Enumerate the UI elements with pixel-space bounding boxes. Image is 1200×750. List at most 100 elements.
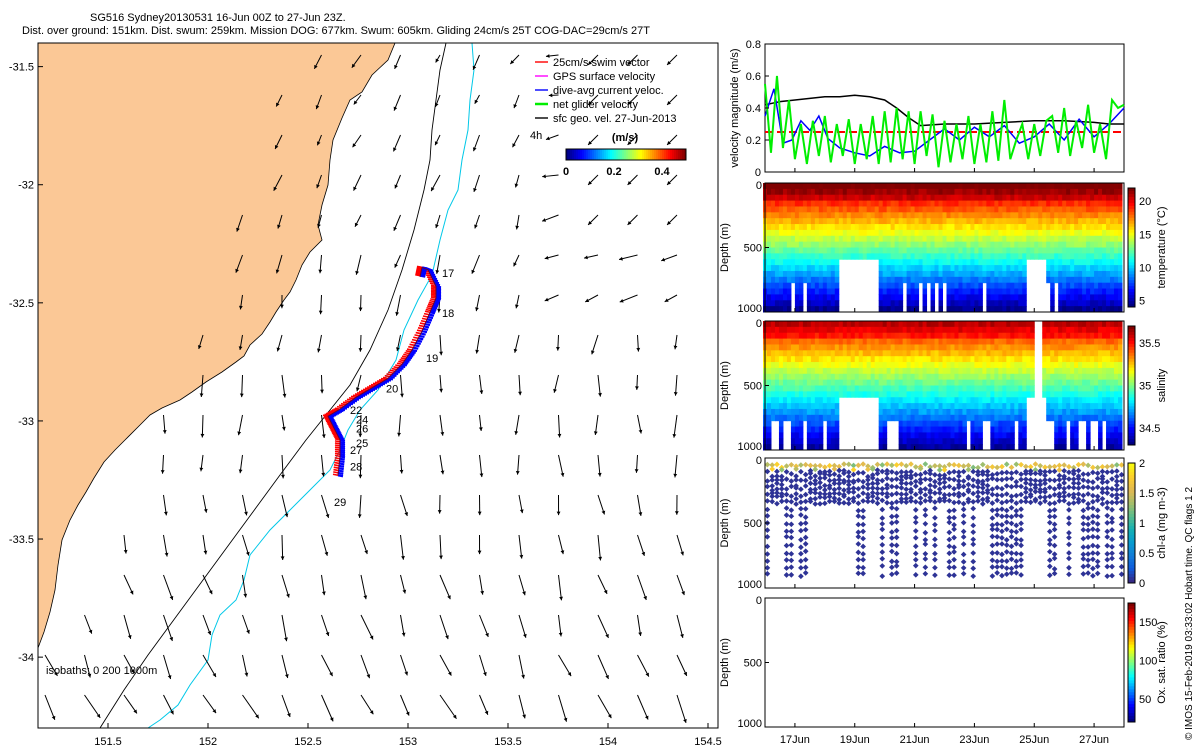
profile-cell xyxy=(1006,356,1011,363)
track-dac-vector xyxy=(419,334,425,338)
profile-cell xyxy=(830,200,836,207)
profile-cell xyxy=(938,218,944,225)
profile-cell xyxy=(1046,276,1051,284)
current-arrow xyxy=(676,614,684,638)
current-arrowhead xyxy=(129,590,134,595)
profile-cell xyxy=(838,321,844,328)
profile-cell xyxy=(798,432,804,439)
chl-sample-point xyxy=(874,470,881,477)
profile-cell xyxy=(774,367,780,375)
profile-cell xyxy=(890,276,896,284)
profile-cell xyxy=(862,326,868,334)
profile-cell xyxy=(1074,270,1079,278)
profile-cell xyxy=(1090,356,1095,363)
current-arrowhead xyxy=(212,709,217,714)
profile-cell xyxy=(962,241,967,248)
profile-cell xyxy=(950,259,955,266)
profile-cell xyxy=(1022,344,1027,351)
profile-cell xyxy=(962,306,967,313)
profile-cell xyxy=(926,350,932,357)
profile-cell xyxy=(1038,188,1043,196)
current-arrowhead xyxy=(627,221,632,225)
profile-cell xyxy=(986,276,991,284)
profile-cell xyxy=(1018,373,1023,381)
profile-cell xyxy=(930,426,936,433)
profile-cell xyxy=(934,241,940,248)
profile-cell xyxy=(978,183,983,190)
profile-cell xyxy=(910,321,916,328)
profile-cell xyxy=(950,414,955,422)
profile-cell xyxy=(1022,444,1027,451)
profile-cell xyxy=(798,288,804,295)
profile-cell xyxy=(1090,200,1095,207)
profile-cell xyxy=(922,188,928,196)
chl-sample-point xyxy=(946,508,953,514)
profile-cell xyxy=(834,253,840,260)
profile-cell xyxy=(882,270,888,278)
chl-sample-point xyxy=(960,478,967,484)
profile-cell xyxy=(774,294,780,301)
track-dac-vector xyxy=(429,272,436,276)
profile-cell xyxy=(1070,379,1075,386)
profile-cell xyxy=(774,282,780,290)
profile-cell xyxy=(1066,338,1071,345)
current-arrowhead xyxy=(479,390,484,394)
profile-cell xyxy=(970,294,975,301)
profile-cell xyxy=(1062,183,1067,190)
profile-cell xyxy=(1054,332,1059,340)
profile-cell xyxy=(886,194,892,202)
profile-cell xyxy=(1054,344,1059,351)
profile-cell xyxy=(938,332,944,340)
profile-cell xyxy=(1006,306,1011,313)
profile-cell xyxy=(1070,344,1075,351)
profile-cell xyxy=(934,344,940,351)
profile-cell xyxy=(826,444,832,451)
track-dac-vector xyxy=(341,406,348,410)
profile-cell xyxy=(774,183,780,190)
chl-sample-point xyxy=(922,497,929,504)
profile-cell xyxy=(1062,373,1067,381)
profile-cell xyxy=(898,438,904,445)
profile-cell xyxy=(794,397,800,404)
current-arrowhead xyxy=(358,433,363,438)
map-colorbar-cell xyxy=(624,149,627,160)
profile-cell xyxy=(894,379,900,386)
profile-cell xyxy=(810,183,816,190)
profile-cell xyxy=(1090,235,1095,243)
profile-cell xyxy=(938,276,944,284)
current-arrowhead xyxy=(479,473,484,478)
track-dac-vector xyxy=(353,397,360,401)
current-arrowhead xyxy=(316,141,321,146)
profile-cell xyxy=(1118,338,1123,345)
profile-cell xyxy=(1114,224,1119,231)
profile-cell xyxy=(998,408,1003,416)
profile-cell xyxy=(766,444,772,451)
chl-sample-point xyxy=(831,490,838,497)
profile-cell xyxy=(1110,432,1115,439)
profile-cell xyxy=(830,212,836,219)
profile-cell xyxy=(1110,397,1115,404)
profile-cell xyxy=(1074,224,1079,231)
colorbar-cell xyxy=(1128,289,1135,293)
map-y-tick-label: -33.5 xyxy=(9,534,34,546)
profile-cell xyxy=(1058,362,1063,369)
profile-cell xyxy=(962,300,967,307)
profile-cell xyxy=(1070,265,1075,272)
profile-cell xyxy=(1050,367,1055,375)
profile-cell xyxy=(898,288,904,295)
profile-cell xyxy=(858,373,864,381)
profile-cell xyxy=(1034,200,1039,207)
profile-cell xyxy=(1114,294,1119,301)
profile-cell xyxy=(786,194,792,202)
profile-cell xyxy=(1082,206,1087,213)
current-arrowhead xyxy=(243,593,248,598)
profile-cell xyxy=(1094,385,1099,392)
profile-cell xyxy=(1114,270,1119,278)
profile-cell xyxy=(978,379,983,386)
profile-cell xyxy=(1046,200,1051,207)
profile-cell xyxy=(866,373,872,381)
profile-cell xyxy=(794,385,800,392)
current-arrow xyxy=(321,494,330,519)
profile-cell xyxy=(958,420,963,428)
chl-sample-point xyxy=(927,467,933,474)
